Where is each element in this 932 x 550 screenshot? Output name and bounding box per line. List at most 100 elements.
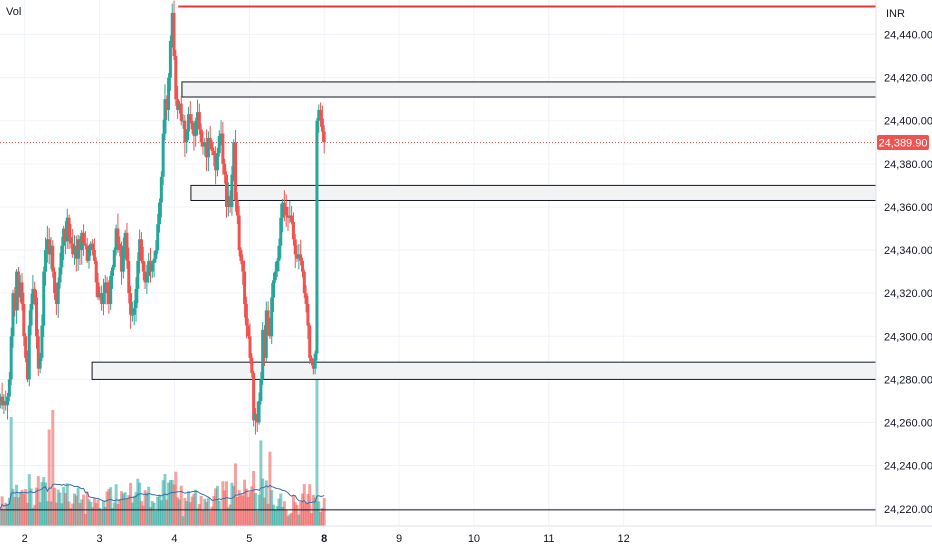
candle-body xyxy=(29,303,33,326)
price-axis[interactable] xyxy=(876,0,932,526)
candle-body xyxy=(219,133,223,136)
volume-bar xyxy=(156,496,160,526)
price-tick-label: 24,440.00 xyxy=(884,29,932,41)
candle-body xyxy=(201,142,205,147)
candle-body xyxy=(172,12,176,57)
candle-body xyxy=(241,260,245,272)
volume-bar xyxy=(150,501,154,526)
candle-body xyxy=(224,174,228,207)
volume-bar xyxy=(259,440,263,526)
volume-bar xyxy=(165,499,169,526)
volume-bar xyxy=(288,514,292,526)
candle-body xyxy=(302,271,306,294)
volume-bar xyxy=(319,512,323,526)
candle-body xyxy=(71,243,75,255)
time-tick-label: 9 xyxy=(396,533,402,545)
price-tick-label: 24,240.00 xyxy=(884,461,932,473)
volume-bar xyxy=(185,500,189,526)
candle-body xyxy=(58,267,62,283)
time-tick-label: 5 xyxy=(246,533,252,545)
volume-bar xyxy=(36,476,40,526)
candle-body xyxy=(15,271,19,311)
candle-body xyxy=(94,260,98,283)
candle-body xyxy=(40,325,44,358)
candle-body xyxy=(158,202,162,225)
candle-body xyxy=(7,379,11,397)
volume-bar xyxy=(315,378,319,526)
candle-body xyxy=(67,217,71,238)
candle-body xyxy=(320,118,324,132)
volume-bar xyxy=(148,507,152,526)
candle-body xyxy=(63,228,67,242)
volume-bar xyxy=(317,501,321,526)
horizontal-levels[interactable] xyxy=(0,5,876,511)
candle-body xyxy=(76,239,80,259)
volume-bar xyxy=(205,501,209,526)
volume-label: Vol xyxy=(6,6,22,18)
volume-bar xyxy=(138,482,142,526)
time-axis[interactable] xyxy=(0,526,932,550)
candle-body xyxy=(205,142,209,158)
volume-bar xyxy=(123,492,127,526)
candle-body xyxy=(186,114,190,132)
candle-body xyxy=(199,129,203,143)
price-tick-label: 24,420.00 xyxy=(884,73,932,85)
volume-bar xyxy=(310,513,314,526)
candle-body xyxy=(206,137,210,158)
volume-bar xyxy=(304,503,308,526)
volume-bar xyxy=(257,494,261,526)
candle-body xyxy=(215,153,219,171)
volume-bar xyxy=(223,490,227,526)
volume-bar xyxy=(290,512,294,526)
time-tick-label: 8 xyxy=(321,533,327,545)
volume-bar xyxy=(65,483,69,526)
volume-bar xyxy=(214,488,218,526)
candle-body xyxy=(159,176,163,203)
candle-body xyxy=(150,263,154,272)
candle-body xyxy=(47,239,51,255)
time-tick-label: 3 xyxy=(97,533,103,545)
candle-body xyxy=(165,99,169,110)
volume-bar xyxy=(243,479,247,526)
candle-body xyxy=(114,228,118,251)
currency-label[interactable]: INR xyxy=(886,8,905,20)
volume-bar xyxy=(78,502,82,526)
volume-bar xyxy=(159,500,163,526)
candle-body xyxy=(167,77,171,110)
volume-bar xyxy=(152,502,156,526)
volume-bar xyxy=(101,500,105,526)
volume-bar xyxy=(94,503,98,526)
volume-bar xyxy=(210,506,214,526)
candle-body xyxy=(123,232,127,246)
candle-body xyxy=(250,357,254,373)
volume-bar xyxy=(172,484,176,526)
candle-body xyxy=(282,202,286,207)
candle-body xyxy=(248,336,252,358)
supply-demand-zones[interactable] xyxy=(91,81,877,380)
zone-box xyxy=(181,81,877,98)
candle-body xyxy=(22,303,26,337)
volume-bar xyxy=(221,481,225,526)
volume-bar xyxy=(199,495,203,526)
volume-bar xyxy=(16,497,20,526)
candle-body xyxy=(87,250,91,261)
chart-grid xyxy=(0,0,876,526)
volume-bar xyxy=(136,478,140,526)
candle-body xyxy=(44,250,48,272)
volume-bar xyxy=(47,429,51,526)
candle-body xyxy=(107,291,111,304)
volume-bar xyxy=(96,499,100,526)
candle-body xyxy=(212,150,216,156)
volume-bar xyxy=(250,486,254,526)
volume-bar xyxy=(196,508,200,526)
candle-body xyxy=(92,250,96,261)
candle-body xyxy=(53,271,57,294)
candle-body xyxy=(261,329,265,380)
volume-bar xyxy=(7,497,11,526)
volume-bar xyxy=(224,481,228,526)
candle-body xyxy=(112,250,116,268)
volume-bar xyxy=(228,504,232,526)
candle-body xyxy=(277,245,281,261)
candle-body xyxy=(120,250,124,272)
